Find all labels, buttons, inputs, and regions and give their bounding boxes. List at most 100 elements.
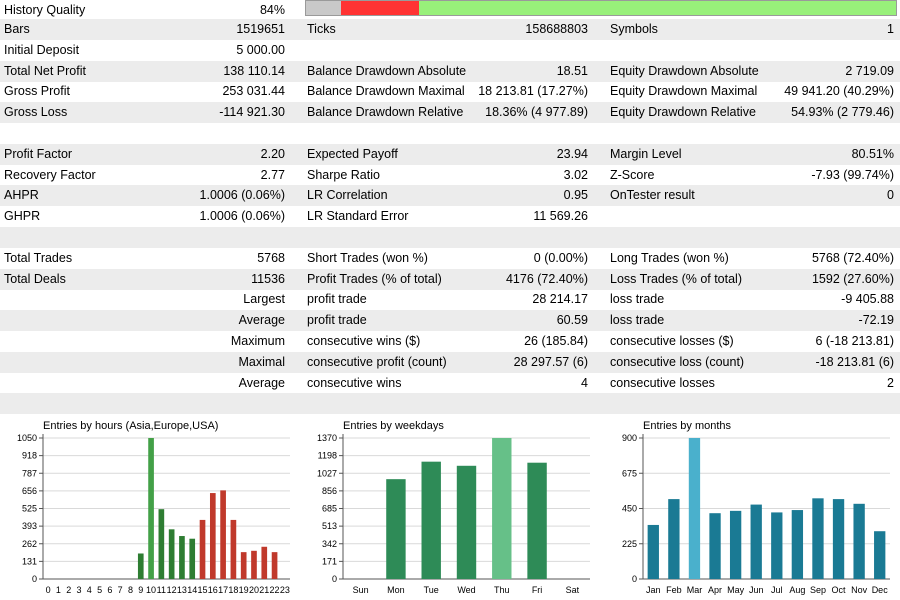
table-row: Average profit trade 60.59 loss trade -72.19 (0, 310, 900, 332)
stat-label: OnTester result (610, 188, 695, 203)
stat-label: GHPR (4, 209, 41, 224)
bar (251, 550, 257, 579)
stat-value: 2 719.09 (845, 63, 894, 78)
stat-value: 60.59 (556, 313, 588, 328)
x-tick-label: Jun (749, 585, 764, 595)
y-tick-label: 0 (632, 574, 637, 584)
stat-label: loss trade (610, 292, 665, 307)
chart-title: Entries by weekdays (343, 420, 444, 432)
stat-label: LR Standard Error (307, 209, 409, 224)
x-tick-label: 3 (77, 585, 82, 595)
stat-label: consecutive profit (count) (307, 354, 447, 369)
x-tick-label: 23 (280, 585, 290, 595)
bar (168, 529, 175, 579)
stat-label: Balance Drawdown Absolute (307, 63, 467, 78)
x-tick-label: 17 (218, 585, 228, 595)
x-tick-label: 9 (138, 585, 143, 595)
table-row (0, 393, 900, 415)
x-tick-label: 21 (259, 585, 269, 595)
bar (750, 504, 762, 579)
bar (271, 552, 278, 579)
stat-value: -18 213.81 (6) (815, 354, 894, 369)
x-tick-label: 20 (249, 585, 259, 595)
stat-value: 28 297.57 (6) (513, 354, 588, 369)
stat-value: 80.51% (851, 146, 894, 161)
bar (874, 531, 886, 579)
stat-value (420, 40, 588, 61)
chart-hours-svg: Entries by hours (Asia,Europe,USA)013126… (17, 420, 290, 595)
table-row: Maximal consecutive profit (count) 28 297.… (0, 351, 900, 373)
y-tick-label: 1027 (317, 468, 337, 478)
bar (647, 524, 659, 579)
stat-label: Gross Loss (4, 105, 68, 120)
bar (832, 499, 845, 579)
stat-label: consecutive wins ($) (307, 334, 421, 348)
stat-value: 253 031.44 (222, 84, 285, 99)
table-row: Average consecutive wins 4 consecutive loss… (0, 373, 900, 394)
y-tick-label: 450 (622, 504, 637, 514)
table-row: Profit Factor 2.20 Expected Payoff 23.94 Mar… (0, 143, 900, 165)
stat-label: Z-Score (610, 167, 655, 182)
stat-value: 5768 (257, 250, 285, 265)
x-tick-label: Nov (851, 585, 868, 595)
chart-entries-by-months: Entries by months 0 225 450 675 900 Jan Feb Mar A… (600, 415, 900, 600)
stat-label: Ticks (307, 22, 336, 36)
x-tick-label: 1 (56, 585, 61, 595)
stat-label: Balance Drawdown Maximal (307, 84, 465, 99)
stat-value: -72.19 (858, 313, 894, 328)
y-tick-label: 787 (22, 468, 37, 478)
y-tick-label: 393 (22, 521, 37, 531)
stat-value: 1519651 (236, 22, 285, 36)
bar (791, 510, 804, 579)
bar (261, 546, 268, 579)
chart-entries-by-weekdays: Entries by weekdays 0 171 342 513 685 856 1027 1… (300, 415, 600, 600)
stat-value (120, 393, 285, 414)
row-group-label: Average (238, 375, 285, 390)
history-quality-value: 84% (259, 3, 285, 17)
x-tick-label: 13 (177, 585, 187, 595)
table-row: Total Net Profit 138 110.14 Balance Drawdo… (0, 60, 900, 82)
y-tick-label: 685 (322, 504, 337, 514)
stat-label: consecutive losses (610, 375, 715, 390)
stat-label: loss trade (610, 313, 665, 328)
stat-value (720, 123, 894, 144)
x-tick-label: 19 (239, 585, 249, 595)
bar (240, 552, 247, 579)
x-tick-label: Sat (566, 585, 580, 595)
row-group-label: Largest (243, 292, 285, 307)
x-tick-label: 2 (66, 585, 71, 595)
chart-title: Entries by hours (Asia,Europe,USA) (43, 420, 218, 432)
y-tick-label: 1198 (318, 451, 337, 461)
x-tick-label: 15 (198, 585, 208, 595)
stat-value: 18.51 (556, 63, 588, 78)
stat-value: 1 (887, 22, 894, 36)
stat-label: Margin Level (610, 146, 682, 161)
row-group-label: Average (238, 313, 285, 328)
stat-label: Short Trades (won %) (307, 250, 428, 265)
stat-value: 3.02 (563, 167, 588, 182)
stat-value: 2.77 (260, 167, 285, 182)
bar (853, 503, 865, 579)
row-group-label: Maximal (238, 354, 285, 369)
stat-value (420, 393, 588, 414)
bar (148, 438, 154, 579)
stat-value: 138 110.14 (223, 63, 285, 78)
x-tick-label: 0 (46, 585, 51, 595)
stat-label: Initial Deposit (4, 42, 80, 57)
x-tick-label: 18 (228, 585, 238, 595)
stat-value (120, 123, 285, 144)
x-tick-label: 16 (208, 585, 218, 595)
y-tick-label: 525 (22, 504, 37, 514)
stat-label: Equity Drawdown Maximal (610, 84, 758, 99)
stat-value: 4176 (72.40%) (505, 271, 588, 286)
x-tick-label: 4 (87, 585, 92, 595)
bar (421, 461, 441, 579)
stat-label: Recovery Factor (4, 167, 96, 182)
stat-value: 4 (581, 375, 588, 390)
table-row: Largest profit trade 28 214.17 loss trade -9… (0, 289, 900, 310)
table-row: AHPR 1.0006 (0.06%) LR Correlation 0.95 OnTe… (0, 185, 900, 207)
stat-value: -114 921.30 (219, 105, 285, 120)
chart-title: Entries by months (643, 420, 732, 432)
stat-value (120, 227, 285, 248)
x-tick-label: 5 (97, 585, 102, 595)
